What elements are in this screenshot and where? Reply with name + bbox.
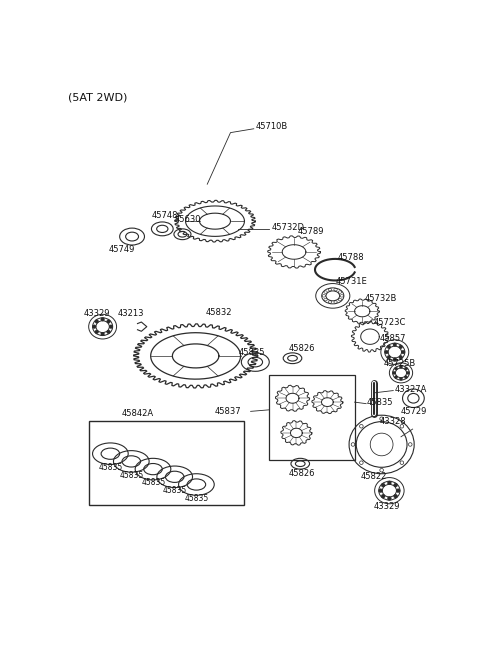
Circle shape (407, 371, 409, 375)
Text: 45729: 45729 (401, 407, 427, 416)
Circle shape (396, 489, 400, 493)
Text: 45835: 45835 (163, 486, 187, 495)
Circle shape (93, 325, 96, 329)
Text: 43329: 43329 (83, 309, 110, 318)
Text: 45725B: 45725B (383, 359, 415, 368)
Text: 43327A: 43327A (395, 385, 427, 394)
Circle shape (95, 319, 98, 323)
Text: (5AT 2WD): (5AT 2WD) (68, 92, 127, 102)
Circle shape (394, 495, 397, 498)
Text: 43329: 43329 (374, 502, 400, 510)
Text: 45835: 45835 (120, 471, 144, 480)
Circle shape (107, 330, 110, 334)
Text: 45710B: 45710B (255, 122, 288, 131)
Text: 45835: 45835 (367, 398, 394, 407)
Circle shape (401, 350, 405, 354)
Text: 45748: 45748 (152, 211, 178, 220)
Text: 45822: 45822 (360, 472, 387, 482)
Circle shape (405, 367, 408, 370)
Circle shape (387, 481, 391, 485)
Text: 45732D: 45732D (272, 223, 305, 232)
Circle shape (395, 376, 397, 379)
Text: 43213: 43213 (118, 309, 144, 318)
Circle shape (107, 319, 110, 323)
Text: 45732B: 45732B (365, 294, 397, 302)
Circle shape (109, 325, 113, 329)
Text: 45826: 45826 (288, 344, 315, 353)
Circle shape (395, 367, 397, 370)
Circle shape (399, 377, 403, 380)
Circle shape (399, 365, 403, 369)
Circle shape (101, 332, 105, 336)
Circle shape (399, 356, 403, 359)
Circle shape (381, 483, 385, 487)
Text: 45749: 45749 (109, 245, 135, 254)
Circle shape (394, 483, 397, 487)
Circle shape (399, 345, 403, 348)
Bar (89, 421, 244, 504)
Text: 45835: 45835 (239, 348, 265, 357)
Circle shape (95, 330, 98, 334)
Text: 45835: 45835 (142, 478, 166, 487)
Circle shape (393, 358, 396, 361)
Bar (269, 375, 355, 460)
Circle shape (387, 497, 391, 501)
Text: 45788: 45788 (337, 253, 364, 262)
Circle shape (101, 318, 105, 321)
Text: 45630: 45630 (175, 215, 201, 224)
Circle shape (393, 343, 396, 346)
Text: 45832: 45832 (206, 308, 232, 317)
Text: 45835: 45835 (99, 463, 123, 472)
Circle shape (387, 345, 391, 348)
Text: 45857: 45857 (379, 335, 406, 344)
Text: 45842A: 45842A (121, 409, 154, 417)
Text: 45837: 45837 (215, 407, 241, 416)
Text: 45789: 45789 (297, 227, 324, 236)
Circle shape (405, 376, 408, 379)
Text: 45835: 45835 (185, 494, 209, 503)
Circle shape (387, 356, 391, 359)
Text: 45723C: 45723C (374, 318, 406, 327)
Circle shape (381, 495, 385, 498)
Text: 45731E: 45731E (336, 277, 368, 287)
Text: 45826: 45826 (288, 469, 315, 478)
Text: 43328: 43328 (380, 417, 407, 426)
Circle shape (379, 489, 383, 493)
Circle shape (384, 350, 388, 354)
Circle shape (393, 371, 396, 375)
